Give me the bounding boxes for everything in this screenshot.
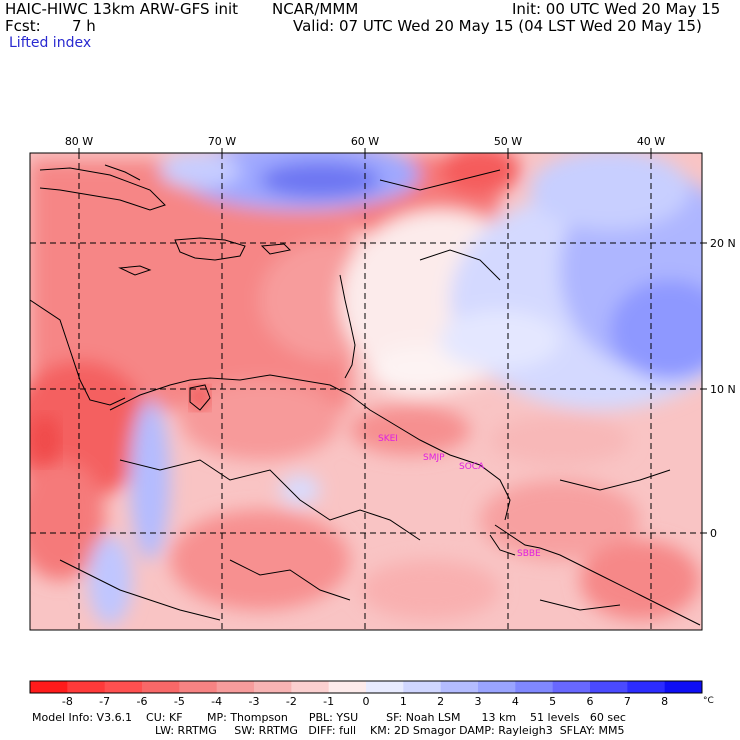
lat-label-20n: 20 N bbox=[710, 237, 736, 250]
colorbar-swatch bbox=[291, 681, 330, 693]
colorbar-swatch bbox=[590, 681, 628, 693]
lat-label-10n: 10 N bbox=[710, 383, 736, 396]
colorbar-swatch bbox=[515, 681, 554, 693]
forecast-label: Fcst: bbox=[5, 17, 41, 35]
colorbar-tick-label: 0 bbox=[363, 695, 370, 708]
colorbar-swatch bbox=[216, 681, 255, 693]
colorbar-swatch bbox=[627, 681, 666, 693]
lon-label-60w: 60 W bbox=[351, 135, 379, 148]
coastlines bbox=[30, 164, 701, 626]
init-time: Init: 00 UTC Wed 20 May 15 bbox=[512, 0, 721, 18]
colorbar-tick-label: -2 bbox=[286, 695, 297, 708]
field-name: Lifted index bbox=[9, 35, 92, 51]
colorbar-swatch bbox=[30, 681, 68, 693]
organization: NCAR/MMM bbox=[272, 0, 359, 18]
colorbar-tick-label: 1 bbox=[400, 695, 407, 708]
colorbar-swatch bbox=[478, 681, 516, 693]
lat-label-0: 0 bbox=[710, 527, 717, 540]
colorbar-swatch bbox=[366, 681, 404, 693]
colorbar-unit: °C bbox=[703, 696, 714, 706]
colorbar-border bbox=[29, 680, 703, 694]
station-soca: SOCA bbox=[459, 462, 485, 472]
lon-label-70w: 70 W bbox=[208, 135, 236, 148]
model-info-line1: Model Info: V3.6.1 CU: KF MP: Thompson P… bbox=[32, 711, 626, 724]
map-field bbox=[30, 153, 702, 630]
map-ticks bbox=[78, 148, 707, 534]
station-skei: SKEI bbox=[378, 434, 398, 444]
colorbar-tick-label: 3 bbox=[475, 695, 482, 708]
lon-label-50w: 50 W bbox=[494, 135, 522, 148]
station-smjp: SMJP bbox=[423, 453, 445, 463]
colorbar-tick-label: -6 bbox=[137, 695, 148, 708]
colorbar: -8 -7 -6 -5 -4 -3 -2 -1 0 1 2 3 4 5 6 7 8 °C bbox=[29, 680, 714, 708]
colorbar-swatch bbox=[67, 681, 106, 693]
colorbar-tick-label: 4 bbox=[512, 695, 519, 708]
colorbar-swatch bbox=[328, 681, 367, 693]
lon-label-40w: 40 W bbox=[637, 135, 665, 148]
colorbar-tick-label: 2 bbox=[437, 695, 444, 708]
colorbar-swatch bbox=[664, 681, 703, 693]
valid-time: Valid: 07 UTC Wed 20 May 15 (04 LST Wed … bbox=[293, 17, 702, 35]
colorbar-tick-label: -4 bbox=[211, 695, 222, 708]
colorbar-tick-label: -7 bbox=[99, 695, 110, 708]
colorbar-swatch bbox=[254, 681, 292, 693]
colorbar-tick-label: 7 bbox=[624, 695, 631, 708]
colorbar-tick-label: 6 bbox=[587, 695, 594, 708]
model-title: HAIC-HIWC 13km ARW-GFS init bbox=[5, 0, 239, 18]
colorbar-tick-label: -1 bbox=[323, 695, 334, 708]
colorbar-tick-label: -3 bbox=[249, 695, 260, 708]
forecast-hour: 7 h bbox=[72, 17, 96, 35]
colorbar-swatch bbox=[552, 681, 591, 693]
colorbar-swatch bbox=[403, 681, 442, 693]
colorbar-tick-label: 5 bbox=[549, 695, 556, 708]
station-sbbe: SBBE bbox=[517, 549, 541, 559]
colorbar-tick-label: 8 bbox=[661, 695, 668, 708]
colorbar-swatch bbox=[104, 681, 143, 693]
model-info-line2: LW: RRTMG SW: RRTMG DIFF: full KM: 2D Sm… bbox=[155, 724, 625, 737]
graticule bbox=[30, 153, 702, 630]
colorbar-swatch bbox=[179, 681, 218, 693]
lon-label-80w: 80 W bbox=[65, 135, 93, 148]
colorbar-swatch bbox=[440, 681, 479, 693]
colorbar-tick-label: -5 bbox=[174, 695, 185, 708]
colorbar-swatch bbox=[142, 681, 180, 693]
colorbar-tick-label: -8 bbox=[62, 695, 73, 708]
